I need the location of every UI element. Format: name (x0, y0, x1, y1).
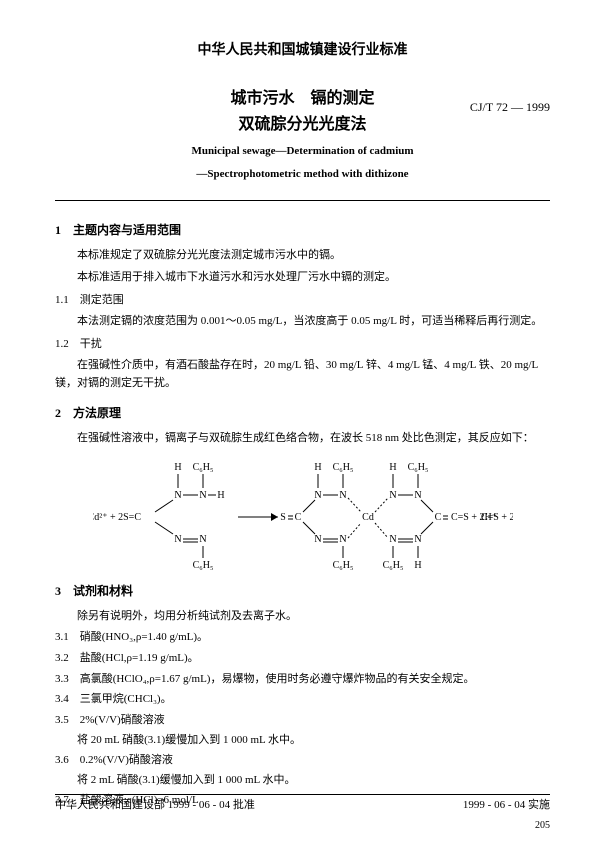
svg-text:N: N (414, 534, 421, 545)
svg-text:Cd: Cd (362, 512, 374, 523)
reaction-diagram: Cd²⁺ + 2S=C H C₆H₅ N N H N N C₆H₅ H C₆H₅… (55, 460, 550, 570)
svg-text:H: H (217, 490, 224, 501)
svg-text:N: N (199, 490, 206, 501)
reagent-item: 3.3 高氯酸(HClO₄,ρ=1.67 g/mL)，易爆物，使用时务必遵守爆炸… (55, 671, 550, 689)
svg-text:S: S (280, 512, 286, 523)
svg-text:H: H (414, 560, 421, 570)
svg-text:H: H (174, 462, 181, 473)
title-block: 城市污水 镉的测定 双硫腙分光光度法 CJ/T 72 — 1999 (55, 86, 550, 137)
svg-text:C₆H₅: C₆H₅ (407, 462, 428, 473)
reagent-item: 3.4 三氯甲烷(CHCl₃)。 (55, 691, 550, 709)
formula-lhs: Cd²⁺ + 2S=C (93, 512, 141, 523)
page-number: 205 (535, 818, 550, 833)
svg-text:N: N (339, 534, 346, 545)
section3-p1: 除另有说明外，均用分析纯试剂及去离子水。 (55, 608, 550, 626)
standard-code: CJ/T 72 — 1999 (470, 98, 550, 116)
svg-text:N: N (414, 490, 421, 501)
divider-footer (55, 794, 550, 795)
svg-text:N: N (174, 490, 181, 501)
svg-text:C₆H₅: C₆H₅ (332, 462, 353, 473)
footer: 中华人民共和国建设部 1999 - 06 - 04 批准 1999 - 06 -… (55, 797, 550, 814)
section2-p1: 在强碱性溶液中，镉离子与双硫腙生成红色络合物，在波长 518 nm 处比色测定，… (55, 430, 550, 448)
section1-2-heading: 1.2 干扰 (55, 336, 550, 353)
svg-text:C₆H₅: C₆H₅ (382, 560, 403, 570)
svg-text:N: N (389, 490, 396, 501)
section1-heading: 1 主题内容与适用范围 (55, 221, 550, 239)
svg-text:N: N (314, 490, 321, 501)
svg-text:H: H (389, 462, 396, 473)
reagent-item: 3.6 0.2%(V/V)硝酸溶液 (55, 752, 550, 770)
reagent-item: 3.1 硝酸(HNO₃,ρ=1.40 g/mL)。 (55, 629, 550, 647)
title-en-line1: Municipal sewage—Determination of cadmiu… (55, 143, 550, 160)
section2-heading: 2 方法原理 (55, 404, 550, 422)
svg-text:N: N (199, 534, 206, 545)
section3-heading: 3 试剂和材料 (55, 582, 550, 600)
svg-text:C₆H₅: C₆H₅ (332, 560, 353, 570)
reagent-sub: 将 20 mL 硝酸(3.1)缓慢加入到 1 000 mL 水中。 (55, 732, 550, 749)
title-en-line2: —Spectrophotometric method with dithizon… (55, 166, 550, 183)
svg-text:H: H (314, 462, 321, 473)
footer-implement: 1999 - 06 - 04 实施 (463, 797, 550, 814)
divider-top (55, 200, 550, 201)
reagent-list: 3.1 硝酸(HNO₃,ρ=1.40 g/mL)。 3.2 盐酸(HCl,ρ=1… (55, 629, 550, 809)
section1-2-p: 在强碱性介质中，有酒石酸盐存在时，20 mg/L 铅、30 mg/L 锌、4 m… (55, 357, 550, 392)
section1-1-p: 本法测定镉的浓度范围为 0.001～0.05 mg/L，当浓度高于 0.05 m… (55, 313, 550, 331)
svg-text:C: C (434, 512, 441, 523)
svg-text:N: N (389, 534, 396, 545)
svg-text:N: N (339, 490, 346, 501)
svg-text:C: C (294, 512, 301, 523)
svg-text:N: N (174, 534, 181, 545)
section1-1-heading: 1.1 测定范围 (55, 292, 550, 309)
reagent-item: 3.5 2%(V/V)硝酸溶液 (55, 712, 550, 730)
section1-p1: 本标准规定了双硫腙分光光度法测定城市污水中的镉。 (55, 247, 550, 265)
reagent-item: 3.2 盐酸(HCl,ρ=1.19 g/mL)。 (55, 650, 550, 668)
section1-p2: 本标准适用于排入城市下水道污水和污水处理厂污水中镉的测定。 (55, 269, 550, 287)
svg-text:C₆H₅: C₆H₅ (192, 462, 213, 473)
svg-text:C₆H₅: C₆H₅ (192, 560, 213, 570)
header-org: 中华人民共和国城镇建设行业标准 (55, 40, 550, 61)
reagent-sub: 将 2 mL 硝酸(3.1)缓慢加入到 1 000 mL 水中。 (55, 772, 550, 789)
svg-text:C=S + 2H⁺: C=S + 2H⁺ (451, 512, 497, 523)
svg-text:N: N (314, 534, 321, 545)
footer-approve: 中华人民共和国建设部 1999 - 06 - 04 批准 (55, 797, 255, 814)
